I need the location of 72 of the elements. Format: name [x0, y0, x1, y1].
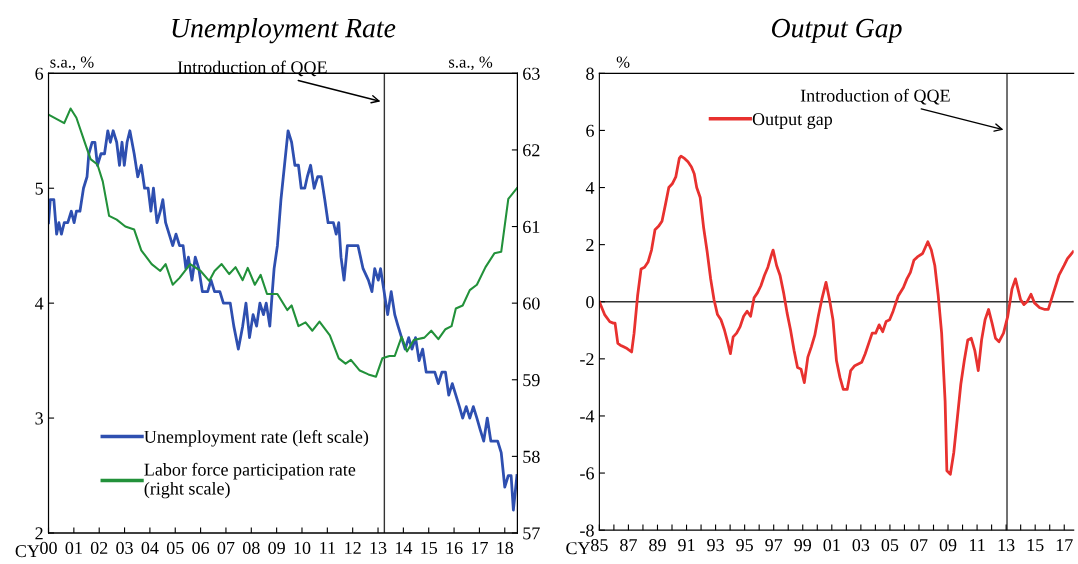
y2-tick-label: 57	[523, 527, 540, 540]
y-tick-label: 4	[34, 297, 44, 310]
annotation: Introduction of QQE	[800, 88, 950, 105]
x-tick-label: 17	[1056, 539, 1073, 552]
x-tick-label: 13	[370, 541, 387, 555]
annotation: Introduction of QQE	[177, 60, 327, 77]
y2-tick-label: 58	[523, 450, 540, 463]
x-tick-label: 05	[166, 541, 184, 555]
x-tick-label: 07	[910, 539, 928, 552]
x-tick-label: 93	[707, 539, 724, 552]
x-tick-label: 09	[268, 541, 285, 555]
chart-title: Output Gap	[771, 18, 902, 44]
y2-tick-label: 61	[523, 220, 540, 233]
x-tick-label: 95	[736, 539, 753, 552]
y-tick-label: 6	[35, 67, 44, 80]
y-tick-label: 0	[586, 296, 594, 309]
x-tick-label: 16	[446, 541, 463, 555]
legend-label: Unemployment rate (left scale)	[144, 430, 369, 447]
y-tick-label: 8	[586, 67, 594, 80]
x-tick-label: 15	[421, 541, 438, 555]
x-tick-label: 85	[591, 539, 608, 552]
x-tick-label: 10	[294, 541, 311, 555]
x-tick-label: 03	[116, 541, 133, 555]
legend-label: Labor force participation rate (right scale)	[144, 462, 356, 499]
y-tick-label: 3	[35, 412, 43, 425]
y-tick-label: -8	[580, 524, 594, 537]
x-tick-label: 99	[794, 539, 812, 552]
x-tick-label: 11	[969, 539, 985, 552]
y2-tick-label: 59	[523, 374, 540, 387]
line-series	[48, 107, 518, 378]
x-tick-label: 87	[620, 539, 637, 552]
x-tick-label: 01	[823, 539, 840, 552]
legend-label: Output gap	[752, 113, 833, 129]
x-tick-label: 03	[852, 539, 870, 552]
x-tick-label: 18	[497, 541, 514, 555]
y2-axis-title: s.a., %	[449, 56, 493, 71]
y2-tick-label: 62	[523, 144, 540, 157]
x-tick-label: 08	[242, 541, 260, 555]
y-tick-label: -4	[580, 410, 595, 423]
y-tick-label: 4	[585, 181, 595, 194]
y-axis-title: %	[616, 56, 630, 68]
x-tick-label: 09	[939, 539, 957, 552]
x-tick-label: 12	[345, 541, 361, 554]
x-axis-title: CY	[566, 542, 591, 555]
x-axis-title: CY	[15, 545, 40, 558]
x-tick-label: 07	[217, 541, 235, 555]
x-tick-label: 00	[40, 541, 57, 555]
y-tick-label: -6	[580, 467, 594, 480]
x-tick-label: 14	[395, 541, 413, 554]
y2-tick-label: 60	[523, 297, 540, 310]
y-tick-label: 5	[35, 182, 43, 195]
x-tick-label: 01	[65, 541, 82, 555]
x-tick-label: 04	[141, 541, 159, 555]
x-tick-label: 02	[90, 541, 108, 555]
x-tick-label: 13	[998, 539, 1015, 552]
x-tick-label: 97	[765, 539, 783, 552]
x-tick-label: 89	[649, 539, 666, 552]
y-tick-label: -2	[580, 353, 594, 366]
y-tick-label: 2	[586, 238, 594, 251]
y2-tick-label: 63	[523, 67, 540, 80]
x-tick-label: 17	[471, 541, 488, 554]
x-tick-label: 06	[192, 541, 210, 555]
line-series	[599, 154, 1074, 476]
x-tick-label: 05	[881, 539, 899, 552]
x-tick-label: 11	[320, 541, 335, 554]
x-tick-label: 15	[1027, 539, 1044, 552]
line-series	[48, 129, 518, 512]
y-tick-label: 2	[35, 527, 43, 540]
y-tick-label: 6	[586, 124, 594, 137]
x-tick-label: 91	[678, 539, 695, 552]
y-axis-title: s.a., %	[50, 56, 94, 71]
chart-title: Unemployment Rate	[172, 17, 396, 44]
